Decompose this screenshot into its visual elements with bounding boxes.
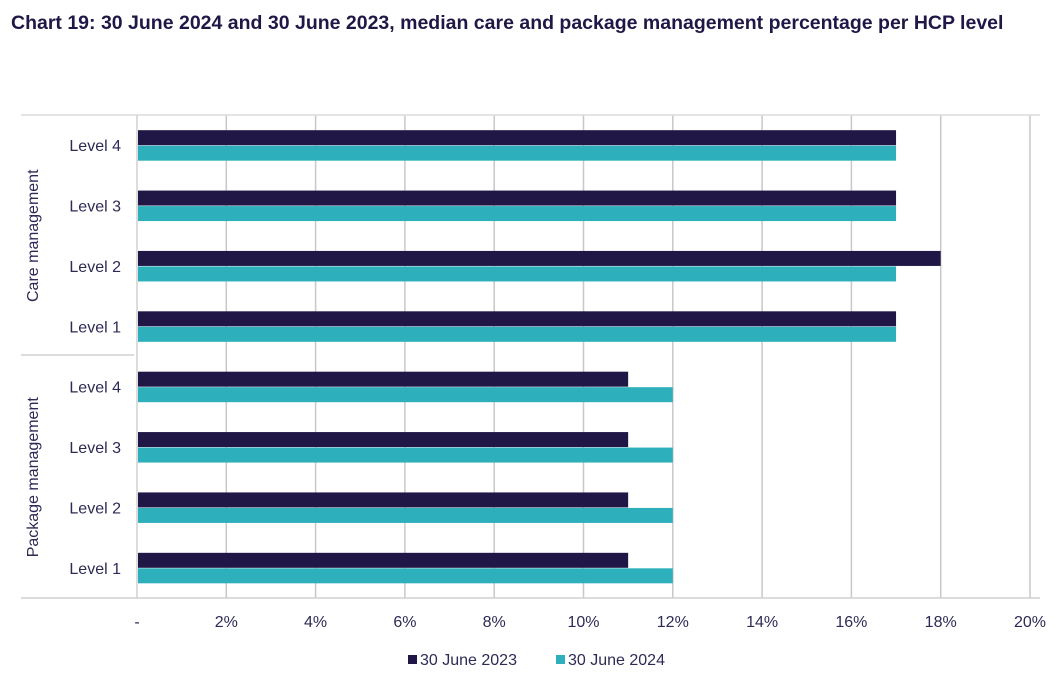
bar-30-june-2023 [138,250,941,266]
legend-swatch [556,655,565,664]
bar-30-june-2024 [138,266,897,282]
legend-label: 30 June 2023 [420,652,517,669]
legend-label: 30 June 2024 [568,652,665,669]
bar-30-june-2024 [138,447,673,463]
x-tick-label: 4% [304,614,327,631]
legend-swatch [408,655,417,664]
category-label: Level 2 [69,259,121,276]
x-tick-label: 16% [835,614,867,631]
x-tick-label: - [134,614,139,631]
bar-30-june-2024 [138,387,673,403]
group-label: Package management [25,397,42,558]
bar-30-june-2023 [138,552,629,568]
x-tick-label: 20% [1014,614,1046,631]
bar-30-june-2023 [138,311,897,327]
x-tick-label: 12% [657,614,689,631]
bar-30-june-2023 [138,492,629,508]
bar-30-june-2023 [138,371,629,387]
bar-30-june-2024 [138,326,897,342]
group-label: Care management [25,169,42,302]
chart-title: Chart 19: 30 June 2024 and 30 June 2023,… [11,12,1004,34]
x-tick-label: 18% [925,614,957,631]
category-label: Level 4 [69,138,121,155]
x-tick-label: 2% [215,614,238,631]
category-label: Level 3 [69,199,121,216]
x-tick-label: 8% [483,614,506,631]
category-label: Level 4 [69,380,121,397]
bar-30-june-2024 [138,568,673,584]
category-label: Level 2 [69,500,121,517]
category-label: Level 1 [69,561,121,578]
category-label: Level 3 [69,440,121,457]
x-tick-label: 6% [393,614,416,631]
bar-30-june-2024 [138,206,897,222]
bar-30-june-2024 [138,507,673,523]
bar-30-june-2023 [138,130,897,146]
bar-30-june-2024 [138,145,897,161]
bar-30-june-2023 [138,432,629,448]
x-tick-label: 14% [746,614,778,631]
category-label: Level 1 [69,319,121,336]
x-tick-label: 10% [567,614,599,631]
bar-30-june-2023 [138,190,897,206]
